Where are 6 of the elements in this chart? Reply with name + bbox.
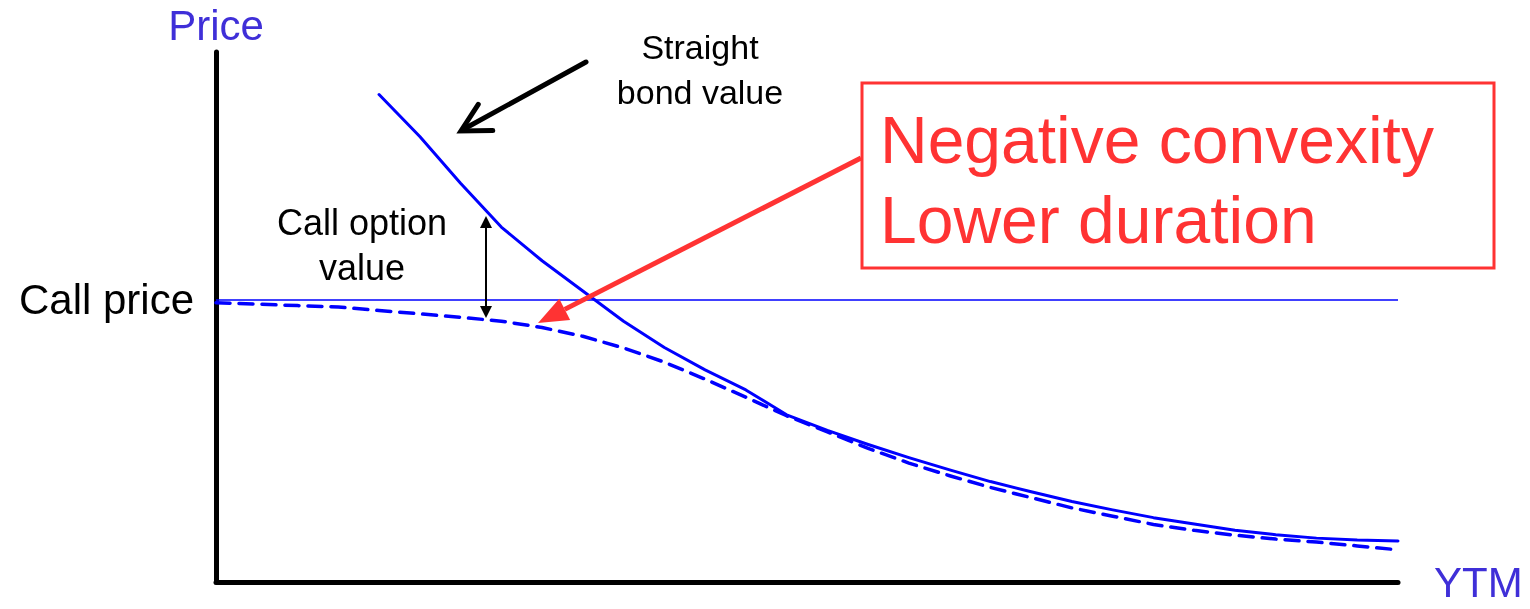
y-axis-title: Price — [168, 1, 264, 49]
annotation: Call option value — [275, 201, 449, 290]
text: Straight bond value — [615, 27, 785, 113]
ref-line-label: Call price — [18, 275, 194, 323]
x-axis-title: YTM — [1434, 558, 1523, 606]
annotation: Negative convexity Lower duration — [880, 102, 1435, 259]
